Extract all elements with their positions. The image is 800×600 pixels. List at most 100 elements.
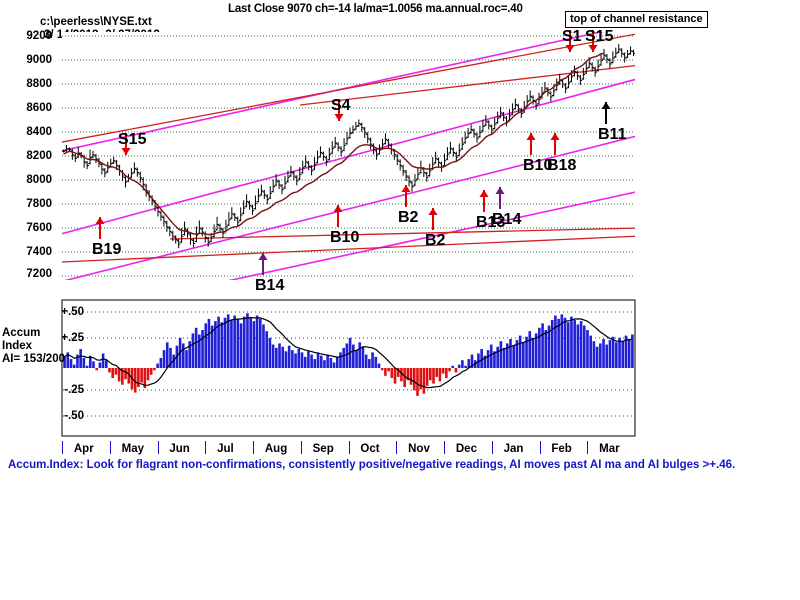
accum-bar (512, 345, 516, 368)
accum-bar (550, 319, 554, 368)
accum-bar (291, 350, 294, 368)
month-label-may: May (121, 443, 144, 455)
accum-bar (146, 368, 150, 381)
accum-bar (599, 343, 602, 368)
accum-bar (162, 350, 166, 368)
accum-bar (98, 362, 102, 368)
month-tick (396, 441, 398, 454)
month-label-mar: Mar (599, 443, 620, 455)
accum-bar (480, 349, 483, 368)
ytick-9000: 9000 (26, 54, 52, 66)
accum-bar (509, 338, 512, 368)
accum-bar (544, 330, 548, 368)
month-tick (109, 441, 111, 454)
accum-bar (563, 317, 567, 368)
signal-arrow-head (550, 133, 560, 140)
accum-bar (403, 368, 406, 387)
signal-label-s1-2: S1 (562, 28, 582, 45)
ytick-8800: 8800 (26, 78, 52, 90)
accum-bar (595, 346, 599, 368)
accum-bar (579, 321, 583, 368)
accum-bar (319, 355, 323, 368)
month-tick (491, 441, 493, 454)
channel-lower-magenta (64, 135, 635, 280)
accum-bar (108, 368, 111, 373)
accum-bar (582, 325, 586, 368)
channel-upper-magenta (62, 32, 604, 152)
accum-bar (531, 337, 535, 368)
signal-arrow-head (601, 102, 611, 109)
signal-label-s4-1: S4 (331, 97, 351, 114)
month-label-apr: Apr (73, 443, 94, 455)
accum-bar (326, 354, 329, 368)
signal-label-b10-11: B10 (523, 157, 553, 174)
signal-label-b11-13: B11 (598, 126, 627, 143)
accum-title-line2: Index (2, 340, 33, 352)
accum-bar (470, 354, 474, 368)
month-label-sep: Sep (312, 443, 334, 455)
accum-bar (406, 368, 410, 381)
accum-bar (239, 323, 243, 368)
channel-bottom-magenta (228, 191, 635, 280)
accum-bar (156, 363, 159, 368)
accum-bar (624, 335, 628, 368)
accum-bar (262, 324, 265, 368)
accum-bar (313, 359, 317, 368)
signal-arrow-head (495, 187, 505, 194)
accum-bar (281, 346, 285, 368)
accum-bar (287, 345, 291, 368)
signal-arrow-group (95, 30, 611, 275)
accum-bar (534, 333, 538, 368)
accum-bar (454, 368, 458, 373)
accum-bar (63, 356, 66, 368)
accum-bar (416, 368, 419, 396)
signal-label-b2-7: B2 (398, 209, 419, 226)
accum-bar (393, 368, 397, 384)
month-tick (348, 441, 350, 454)
accum-bar (278, 343, 281, 368)
accum-bar (396, 368, 400, 377)
accum-bar (499, 341, 503, 368)
accum-bar (557, 318, 560, 368)
accum-bar (133, 368, 137, 393)
accum-bar (457, 364, 461, 368)
accum-bar (464, 365, 467, 368)
accum-bar (265, 331, 269, 368)
accum-bar (88, 355, 92, 368)
accum-bar (400, 368, 403, 382)
accum-bar (364, 354, 368, 368)
accum-bar (592, 341, 596, 368)
moving-average-line (63, 52, 605, 236)
month-label-jan: Jan (503, 443, 524, 455)
channel-mid-magenta (62, 78, 635, 235)
month-label-jul: Jul (217, 443, 234, 455)
month-label-aug: Aug (264, 443, 288, 455)
accum-bar (101, 353, 105, 368)
accum-bar (111, 368, 115, 379)
accum-bar (137, 368, 140, 387)
accum-bar (554, 315, 557, 368)
accum-bar (181, 343, 185, 368)
accum-bar (505, 343, 509, 368)
accum-bar (114, 368, 118, 375)
accum-bar (602, 338, 605, 368)
accum-bar (522, 342, 525, 368)
accum-bar (448, 368, 451, 372)
accum-bar (611, 336, 615, 368)
accum-bar-series (63, 313, 634, 396)
signal-label-s15-3: S15 (585, 28, 614, 45)
accum-bar (201, 330, 204, 368)
accum-ai-value: AI= 153/200 (2, 353, 65, 365)
signal-label-s15-0: S15 (118, 131, 147, 148)
accum-bar (387, 368, 390, 372)
signal-arrow-head (121, 148, 131, 155)
accum-bar (412, 368, 416, 391)
accum-bar (143, 368, 147, 389)
resistance-line-red-upper (62, 33, 635, 143)
ytick-8400: 8400 (26, 126, 52, 138)
accum-title-line1: Accum (2, 327, 41, 339)
accum-bar (223, 317, 227, 368)
signal-label-b14-10: B14 (492, 211, 522, 228)
accum-bar (323, 360, 326, 368)
accum-bar (95, 368, 98, 371)
